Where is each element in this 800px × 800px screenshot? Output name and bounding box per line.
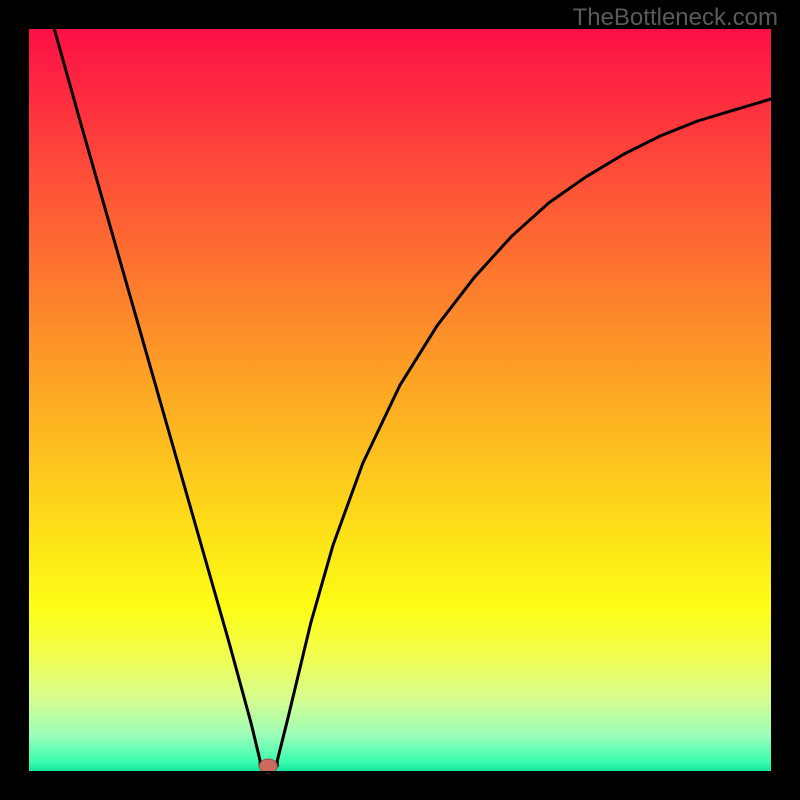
bottleneck-chart	[0, 0, 800, 800]
minimum-marker	[259, 759, 277, 773]
plot-background	[28, 28, 772, 772]
chart-container: { "watermark": { "text": "TheBottleneck.…	[0, 0, 800, 800]
watermark-text: TheBottleneck.com	[573, 4, 778, 32]
